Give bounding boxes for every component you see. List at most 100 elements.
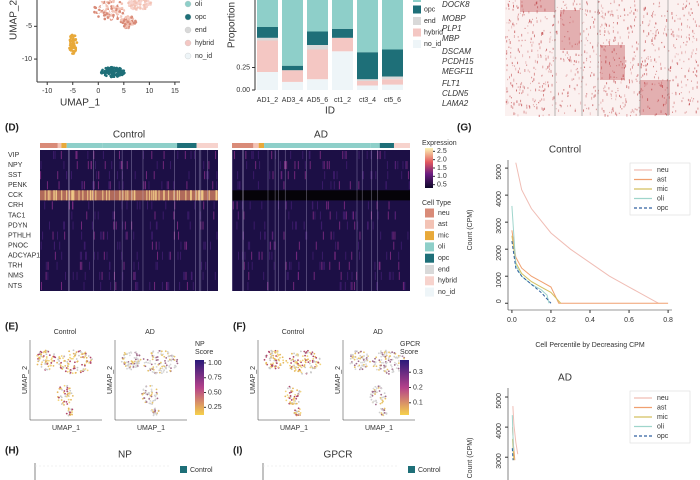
heatmap-speck [89, 190, 91, 201]
heatmap-speck [569, 16, 571, 18]
y-axis-label: UMAP_2 [9, 0, 20, 40]
heatmap-speck [539, 0, 541, 2]
bar-segment [332, 37, 353, 52]
heatmap-speck [587, 33, 589, 36]
heatmap-speck [122, 271, 124, 280]
heatmap-speck [54, 251, 56, 260]
umap-point [168, 365, 171, 367]
heatmap-speck [560, 13, 562, 17]
heatmap-speck [523, 11, 525, 14]
heatmap-speck [651, 88, 653, 91]
heatmap-speck [673, 101, 675, 105]
heatmap-speck [654, 26, 656, 28]
heatmap-speck [650, 58, 652, 62]
heatmap-speck [536, 10, 538, 14]
heatmap-speck [370, 211, 372, 220]
umap-point [383, 351, 386, 354]
umap-point [111, 68, 115, 71]
umap-point [130, 368, 133, 371]
umap-point [107, 66, 110, 70]
heatmap-speck [516, 83, 518, 85]
heatmap-speck [660, 67, 662, 70]
heatmap-speck [509, 95, 511, 98]
heatmap-speck [664, 15, 666, 17]
umap-point [390, 365, 393, 368]
group-title: Control [54, 329, 77, 336]
bar-segment [282, 0, 303, 66]
umap-point [366, 357, 369, 360]
umap-point [309, 360, 311, 362]
heatmap-speck [208, 171, 210, 180]
colorbar-title: NP [195, 341, 205, 348]
heatmap-speck [156, 161, 158, 170]
umap-point [163, 369, 165, 371]
heatmap-speck [631, 45, 633, 48]
heatmap-speck [662, 103, 664, 107]
heatmap-speck [606, 82, 608, 85]
umap-point [312, 355, 315, 358]
heatmap-speck [247, 261, 249, 270]
heatmap-speck [71, 190, 73, 201]
heatmap-speck [648, 32, 650, 36]
heatmap-speck [652, 10, 654, 13]
heatmap-speck [604, 46, 606, 48]
umap-point [104, 66, 108, 70]
heatmap-speck [622, 63, 624, 66]
heatmap-speck [563, 59, 565, 62]
legend-swatch [184, 13, 192, 21]
heatmap-speck [658, 76, 660, 80]
heatmap [40, 150, 218, 291]
umap-point [363, 355, 365, 357]
umap-point [74, 47, 78, 51]
umap-point [392, 370, 395, 373]
heatmap-speck [257, 151, 259, 160]
heatmap-speck [555, 102, 557, 105]
heatmap-speck [510, 82, 512, 85]
heatmap-speck [552, 99, 554, 101]
heatmap-speck [661, 94, 663, 98]
heatmap-speck [665, 32, 667, 35]
umap-point [374, 385, 377, 388]
bar-segment [332, 0, 353, 29]
heatmap-speck [602, 12, 604, 14]
heatmap-speck [619, 36, 621, 39]
umap-point [67, 367, 69, 370]
heatmap-speck [670, 66, 672, 69]
heatmap-speck [106, 251, 108, 260]
umap-point [383, 364, 385, 367]
umap-point [293, 370, 296, 372]
colorbar-tick-label: 0.2 [413, 384, 423, 391]
umap-point [85, 361, 88, 364]
umap-point [66, 390, 69, 393]
heatmap-speck [630, 71, 632, 75]
heatmap-speck [688, 58, 690, 61]
heatmap-speck [156, 261, 158, 270]
heatmap-speck [79, 261, 81, 270]
heatmap-speck [620, 46, 622, 48]
legend-swatch [180, 466, 187, 473]
colorbar-tick-label: 0.3 [413, 369, 423, 376]
heatmap-speck [514, 113, 516, 115]
heatmap-speck [614, 59, 616, 61]
umap-point [121, 356, 124, 359]
heatmap-speck [655, 30, 657, 32]
y-tick-label: 2000 [496, 245, 503, 261]
umap-point [144, 365, 147, 368]
heatmap-speck [547, 84, 549, 88]
umap-point [354, 352, 357, 355]
umap-point [276, 353, 279, 356]
heatmap-speck [597, 11, 599, 14]
heatmap-speck [507, 3, 509, 6]
umap-point [129, 365, 132, 368]
umap-point [390, 364, 392, 367]
legend-label: ast [438, 221, 447, 228]
heatmap-speck [635, 16, 637, 19]
heatmap-speck [208, 161, 210, 170]
heatmap-speck [542, 93, 544, 97]
heatmap-speck [571, 45, 573, 48]
umap-point [361, 355, 364, 358]
umap-point [120, 69, 124, 73]
umap-point [123, 356, 126, 359]
heatmap-speck [101, 231, 103, 240]
heatmap-speck [613, 22, 615, 24]
